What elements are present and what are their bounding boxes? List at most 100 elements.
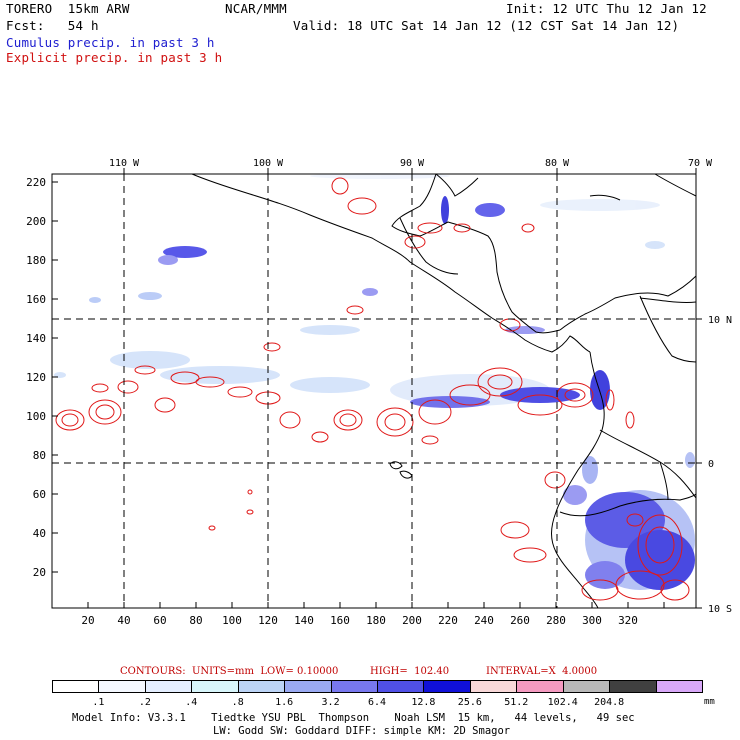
y-tick-label: 40 <box>33 527 46 540</box>
explicit-contour <box>246 509 254 515</box>
y-tick-label: 120 <box>26 371 46 384</box>
explicit-contour <box>95 404 115 420</box>
explicit-contour <box>605 389 615 411</box>
lat-label: 0 <box>708 459 714 470</box>
colorbar-swatch <box>609 680 657 693</box>
cumulus-blob <box>290 377 370 393</box>
colorbar-label: 25.6 <box>457 697 482 708</box>
y-tick-label: 220 <box>26 176 46 189</box>
x-tick-label: 280 <box>546 614 566 627</box>
colorbar-label: 1.6 <box>275 697 294 708</box>
x-tick-label: 120 <box>258 614 278 627</box>
cumulus-blob <box>563 485 587 505</box>
x-tick-label: 180 <box>366 614 386 627</box>
cumulus-blob <box>410 396 490 408</box>
explicit-contour <box>154 397 176 413</box>
colorbar-label: 12.8 <box>411 697 436 708</box>
x-tick-label: 80 <box>189 614 202 627</box>
cumulus-blob <box>585 561 625 589</box>
y-tick-label: 180 <box>26 254 46 267</box>
explicit-contour <box>91 383 109 393</box>
coastline-yucatan <box>435 173 479 197</box>
coastline-south-caribbean <box>559 275 697 331</box>
explicit-contour <box>660 579 690 601</box>
explicit-contour <box>263 342 281 352</box>
coastline-south-america-west <box>551 351 605 609</box>
cumulus-blob <box>163 246 207 258</box>
y-tick-label: 100 <box>26 410 46 423</box>
explicit-contour <box>117 380 139 394</box>
x-tick-label: 200 <box>402 614 422 627</box>
physics-info: LW: Godd SW: Goddard DIFF: simple KM: 2D… <box>213 725 511 737</box>
explicit-contour <box>500 521 530 539</box>
y-tick-label: 60 <box>33 488 46 501</box>
border <box>639 295 697 363</box>
lon-label: 90 W <box>400 158 425 169</box>
colorbar-swatch <box>191 680 239 693</box>
x-tick-label: 100 <box>222 614 242 627</box>
cumulus-blob <box>110 351 190 369</box>
valid-time: Valid: 18 UTC Sat 14 Jan 12 (12 CST Sat … <box>293 18 680 33</box>
lon-label: 100 W <box>253 158 284 169</box>
border <box>599 429 697 499</box>
explicit-contour <box>421 435 439 445</box>
explicit-contour <box>615 570 665 600</box>
lat-label: 10 N <box>708 315 732 326</box>
legend-explicit: Explicit precip. in past 3 h <box>6 50 223 65</box>
explicit-contour <box>521 223 535 233</box>
y-tick-label: 200 <box>26 215 46 228</box>
cumulus-blob <box>138 292 162 300</box>
x-tick-label: 160 <box>330 614 350 627</box>
forecast-hour: Fcst: 54 h <box>6 18 99 33</box>
lat-lon-grid <box>52 174 696 608</box>
lat-label: 10 S <box>708 604 732 615</box>
explicit-contour <box>376 407 414 437</box>
y-tick-label: 140 <box>26 332 46 345</box>
explicit-precip-contours <box>55 177 690 601</box>
x-tick-label: 320 <box>618 614 638 627</box>
explicit-contour <box>626 513 644 527</box>
explicit-contour <box>170 371 200 385</box>
explicit-contour <box>477 367 523 397</box>
explicit-contour <box>453 223 471 233</box>
explicit-contour <box>208 525 216 531</box>
colorbar-swatch <box>98 680 146 693</box>
colorbar-swatch <box>423 680 471 693</box>
cumulus-blob <box>158 255 178 265</box>
colorbar-label: 102.4 <box>547 697 578 708</box>
explicit-contour <box>331 177 349 195</box>
colorbar-label: 3.2 <box>321 697 340 708</box>
colorbar-swatch <box>377 680 425 693</box>
colorbar-swatch <box>469 680 518 693</box>
explicit-contour <box>645 526 675 564</box>
explicit-contour <box>311 431 329 443</box>
lon-label: 80 W <box>545 158 570 169</box>
colorbar-label: 204.8 <box>594 697 625 708</box>
cumulus-blob <box>685 452 695 468</box>
cumulus-blob <box>475 203 505 217</box>
x-tick-label: 60 <box>153 614 166 627</box>
colorbar-label: .1 <box>92 697 105 708</box>
cumulus-blob <box>160 366 280 384</box>
explicit-contour <box>88 399 122 425</box>
contour-info-interval: INTERVAL=X 4.0000 <box>486 666 598 677</box>
x-tick-label: 220 <box>438 614 458 627</box>
colorbar-swatch <box>330 680 378 693</box>
colorbar-swatch <box>655 680 703 693</box>
explicit-contour <box>513 547 547 563</box>
cumulus-blob <box>300 325 360 335</box>
cumulus-blob <box>540 199 660 211</box>
x-tick-label: 300 <box>582 614 602 627</box>
contour-info-high: HIGH= 102.40 <box>370 666 450 677</box>
legend-cumulus: Cumulus precip. in past 3 h <box>6 35 215 50</box>
y-tick-label: 160 <box>26 293 46 306</box>
colorbar-swatch <box>237 680 286 693</box>
border <box>559 493 697 517</box>
axis-ticks <box>52 168 702 609</box>
colorbar-unit: mm <box>704 697 715 707</box>
lon-label: 110 W <box>109 158 140 169</box>
x-tick-label: 40 <box>117 614 130 627</box>
cumulus-precip-areas <box>54 173 695 590</box>
explicit-contour <box>333 409 363 431</box>
x-tick-label: 260 <box>510 614 530 627</box>
